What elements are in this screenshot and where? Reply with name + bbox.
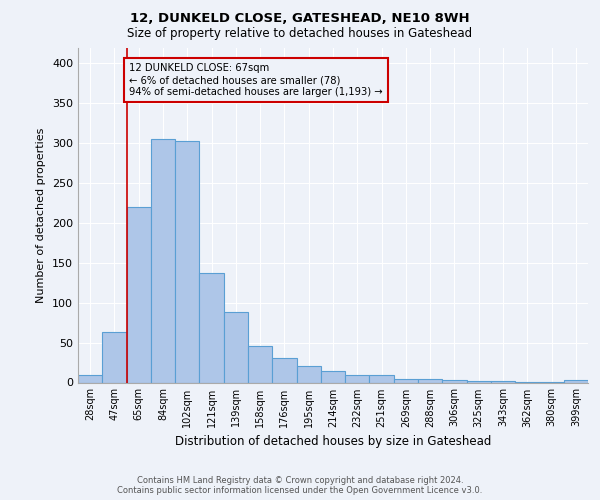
Bar bbox=[394, 378, 418, 382]
Bar bbox=[467, 381, 491, 382]
Bar bbox=[564, 380, 588, 382]
Bar bbox=[224, 312, 248, 382]
Text: 12 DUNKELD CLOSE: 67sqm
← 6% of detached houses are smaller (78)
94% of semi-det: 12 DUNKELD CLOSE: 67sqm ← 6% of detached… bbox=[129, 64, 383, 96]
Bar bbox=[370, 374, 394, 382]
Text: Size of property relative to detached houses in Gateshead: Size of property relative to detached ho… bbox=[127, 28, 473, 40]
Bar bbox=[102, 332, 127, 382]
X-axis label: Distribution of detached houses by size in Gateshead: Distribution of detached houses by size … bbox=[175, 435, 491, 448]
Bar bbox=[175, 141, 199, 382]
Text: 12, DUNKELD CLOSE, GATESHEAD, NE10 8WH: 12, DUNKELD CLOSE, GATESHEAD, NE10 8WH bbox=[130, 12, 470, 26]
Y-axis label: Number of detached properties: Number of detached properties bbox=[37, 128, 46, 302]
Bar bbox=[272, 358, 296, 382]
Bar bbox=[248, 346, 272, 383]
Text: Contains HM Land Registry data © Crown copyright and database right 2024.
Contai: Contains HM Land Registry data © Crown c… bbox=[118, 476, 482, 495]
Bar bbox=[418, 380, 442, 382]
Bar bbox=[199, 273, 224, 382]
Bar bbox=[151, 139, 175, 382]
Bar bbox=[127, 207, 151, 382]
Bar bbox=[345, 374, 370, 382]
Bar bbox=[491, 381, 515, 382]
Bar bbox=[296, 366, 321, 382]
Bar bbox=[78, 376, 102, 382]
Bar bbox=[442, 380, 467, 382]
Bar bbox=[321, 372, 345, 382]
